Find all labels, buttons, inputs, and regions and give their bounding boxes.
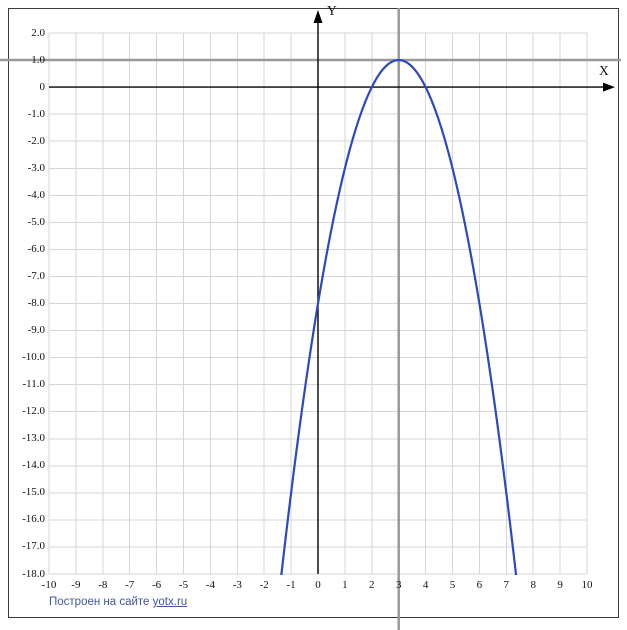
axes xyxy=(49,10,615,574)
x-axis-arrow xyxy=(603,82,615,92)
vertex-crosshair xyxy=(0,8,621,630)
footer-credit: Построен на сайте yotx.ru xyxy=(49,595,187,610)
parabola-curve xyxy=(280,58,518,575)
plot-frame xyxy=(8,8,619,618)
y-axis-arrow xyxy=(313,10,323,23)
yotx-link[interactable]: yotx.ru xyxy=(152,596,188,608)
footer-credit-text: Построен на сайте xyxy=(49,596,153,608)
